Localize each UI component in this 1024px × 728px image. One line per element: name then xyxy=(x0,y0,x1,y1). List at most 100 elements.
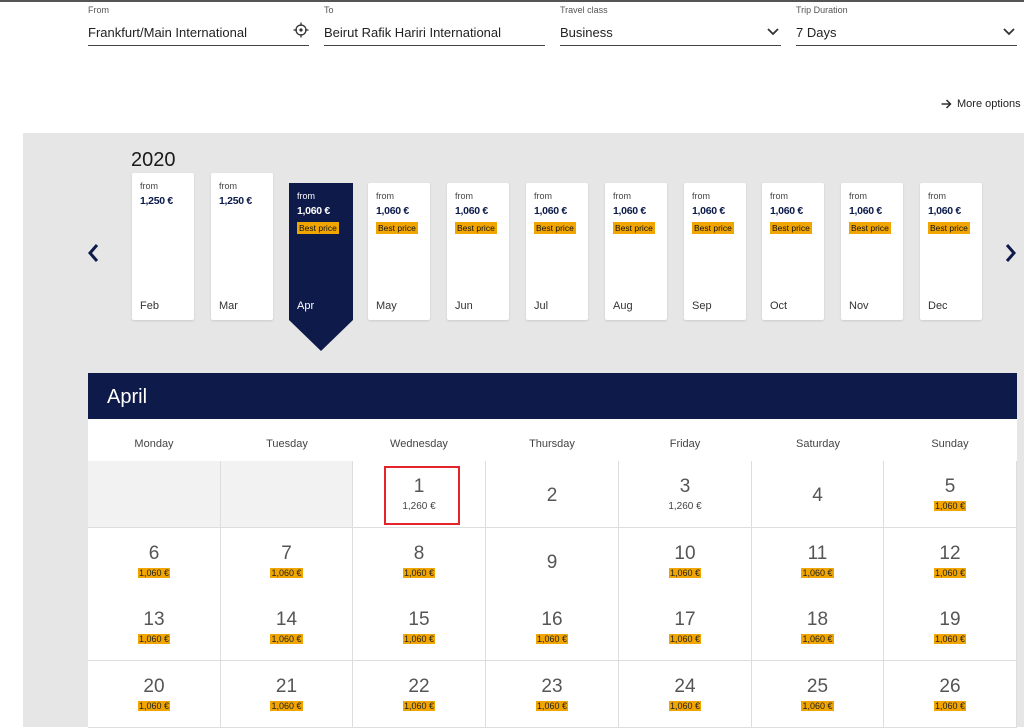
month-from-label: from xyxy=(297,191,315,201)
best-price-tag: 1,060 € xyxy=(801,568,834,578)
day-cell-15[interactable]: 15 1,060 € xyxy=(353,594,486,661)
day-cell-14[interactable]: 14 1,060 € xyxy=(221,594,353,661)
best-price-tag: 1,060 € xyxy=(535,701,569,711)
day-number: 4 xyxy=(812,485,823,506)
month-name: Apr xyxy=(297,300,315,312)
day-price-best: 1,060 € xyxy=(353,701,485,712)
month-card-jun[interactable]: from 1,060 € Best price Jun xyxy=(447,183,509,320)
best-price-badge: Best price xyxy=(770,222,812,234)
to-field[interactable]: To Beirut Rafik Hariri International xyxy=(324,0,545,46)
day-cell-7[interactable]: 7 1,060 € xyxy=(221,528,353,595)
month-card-dec[interactable]: from 1,060 € Best price Dec xyxy=(920,183,982,320)
travel-class-select[interactable]: Travel class Business xyxy=(560,0,781,46)
month-price: 1,060 € xyxy=(770,205,803,217)
day-cell-23[interactable]: 23 1,060 € xyxy=(486,661,619,728)
month-card-may[interactable]: from 1,060 € Best price May xyxy=(368,183,430,320)
day-price-best: 1,060 € xyxy=(619,634,751,645)
month-card-feb[interactable]: from 1,250 € Feb xyxy=(132,173,194,320)
best-price-badge: Best price xyxy=(455,222,497,234)
best-price-tag: 1,060 € xyxy=(933,701,967,711)
day-cell-21[interactable]: 21 1,060 € xyxy=(221,661,353,728)
best-price-badge: Best price xyxy=(692,222,734,234)
day-cell-9[interactable]: 9 xyxy=(486,528,619,595)
travel-class-value[interactable]: Business xyxy=(560,25,613,40)
month-name: Nov xyxy=(849,300,869,312)
to-value[interactable]: Beirut Rafik Hariri International xyxy=(324,25,502,40)
locate-icon[interactable] xyxy=(293,22,309,38)
travel-class-label: Travel class xyxy=(560,5,608,15)
day-cell-22[interactable]: 22 1,060 € xyxy=(353,661,486,728)
day-cell-13[interactable]: 13 1,060 € xyxy=(88,594,221,661)
best-price-tag: 1,060 € xyxy=(933,568,967,578)
day-cell-17[interactable]: 17 1,060 € xyxy=(619,594,752,661)
day-cell-18[interactable]: 18 1,060 € xyxy=(752,594,884,661)
day-cell-12[interactable]: 12 1,060 € xyxy=(884,528,1017,595)
day-cell-4[interactable]: 4 xyxy=(752,461,884,528)
best-price-badge: Best price xyxy=(613,222,655,234)
best-price-tag: 1,060 € xyxy=(270,568,303,578)
month-card-oct[interactable]: from 1,060 € Best price Oct xyxy=(762,183,824,320)
chevron-down-icon[interactable] xyxy=(1001,24,1017,40)
best-price-tag: 1,060 € xyxy=(668,634,702,644)
best-price-tag: 1,060 € xyxy=(801,701,834,711)
chevron-left-icon[interactable] xyxy=(87,243,99,269)
day-cell-3[interactable]: 3 1,260 € xyxy=(619,461,752,528)
month-from-label: from xyxy=(928,191,946,201)
weekday-tuesday: Tuesday xyxy=(266,438,308,450)
day-number: 12 xyxy=(939,543,961,564)
day-price-best: 1,060 € xyxy=(353,634,485,645)
month-price: 1,060 € xyxy=(455,205,488,217)
from-value[interactable]: Frankfurt/Main International xyxy=(88,25,247,40)
month-price: 1,060 € xyxy=(376,205,409,217)
day-cell-24[interactable]: 24 1,060 € xyxy=(619,661,752,728)
month-from-label: from xyxy=(140,181,158,191)
month-card-aug[interactable]: from 1,060 € Best price Aug xyxy=(605,183,667,320)
month-from-label: from xyxy=(376,191,394,201)
year-label: 2020 xyxy=(131,149,176,171)
month-card-jul[interactable]: from 1,060 € Best price Jul xyxy=(526,183,588,320)
selected-month-pointer xyxy=(289,320,353,351)
day-cell-16[interactable]: 16 1,060 € xyxy=(486,594,619,661)
trip-duration-underline xyxy=(796,45,1017,46)
more-options-link[interactable]: More options xyxy=(941,98,1021,110)
day-cell-1[interactable]: 1 1,260 € xyxy=(353,461,486,528)
day-cell-5[interactable]: 5 1,060 € xyxy=(884,461,1017,528)
day-cell-25[interactable]: 25 1,060 € xyxy=(752,661,884,728)
month-name: Mar xyxy=(219,300,238,312)
day-number: 23 xyxy=(541,676,563,697)
day-cell-19[interactable]: 19 1,060 € xyxy=(884,594,1017,661)
weekday-wednesday: Wednesday xyxy=(390,438,448,450)
day-cell-8[interactable]: 8 1,060 € xyxy=(353,528,486,595)
trip-duration-value[interactable]: 7 Days xyxy=(796,25,837,40)
month-card-mar[interactable]: from 1,250 € Mar xyxy=(211,173,273,320)
day-number: 10 xyxy=(674,543,696,564)
empty-day-cell xyxy=(88,461,221,528)
day-cell-2[interactable]: 2 xyxy=(486,461,619,528)
month-card-nov[interactable]: from 1,060 € Best price Nov xyxy=(841,183,903,320)
from-label: From xyxy=(88,5,109,15)
day-number: 7 xyxy=(281,543,292,564)
selected-day-highlight xyxy=(384,466,460,525)
month-card-apr[interactable]: from 1,060 € Best price Apr xyxy=(289,183,353,351)
day-number: 9 xyxy=(546,552,558,573)
day-number: 15 xyxy=(408,609,430,630)
from-field[interactable]: From Frankfurt/Main International xyxy=(88,0,309,46)
day-cell-6[interactable]: 6 1,060 € xyxy=(88,528,221,595)
best-price-badge: Best price xyxy=(297,222,339,234)
day-cell-11[interactable]: 11 1,060 € xyxy=(752,528,884,595)
month-price: 1,250 € xyxy=(219,195,252,207)
best-price-tag: 1,060 € xyxy=(402,568,436,578)
day-cell-20[interactable]: 20 1,060 € xyxy=(88,661,221,728)
more-options-label: More options xyxy=(957,98,1021,110)
day-number: 24 xyxy=(674,676,696,697)
best-price-tag: 1,060 € xyxy=(402,701,436,711)
day-cell-26[interactable]: 26 1,060 € xyxy=(884,661,1017,728)
trip-duration-select[interactable]: Trip Duration 7 Days xyxy=(796,0,1017,46)
to-label: To xyxy=(324,5,334,15)
day-number: 19 xyxy=(939,609,961,630)
chevron-down-icon[interactable] xyxy=(765,24,781,40)
month-card-sep[interactable]: from 1,060 € Best price Sep xyxy=(684,183,746,320)
day-cell-10[interactable]: 10 1,060 € xyxy=(619,528,752,595)
month-name: Aug xyxy=(613,300,633,312)
chevron-right-icon[interactable] xyxy=(1005,243,1017,269)
